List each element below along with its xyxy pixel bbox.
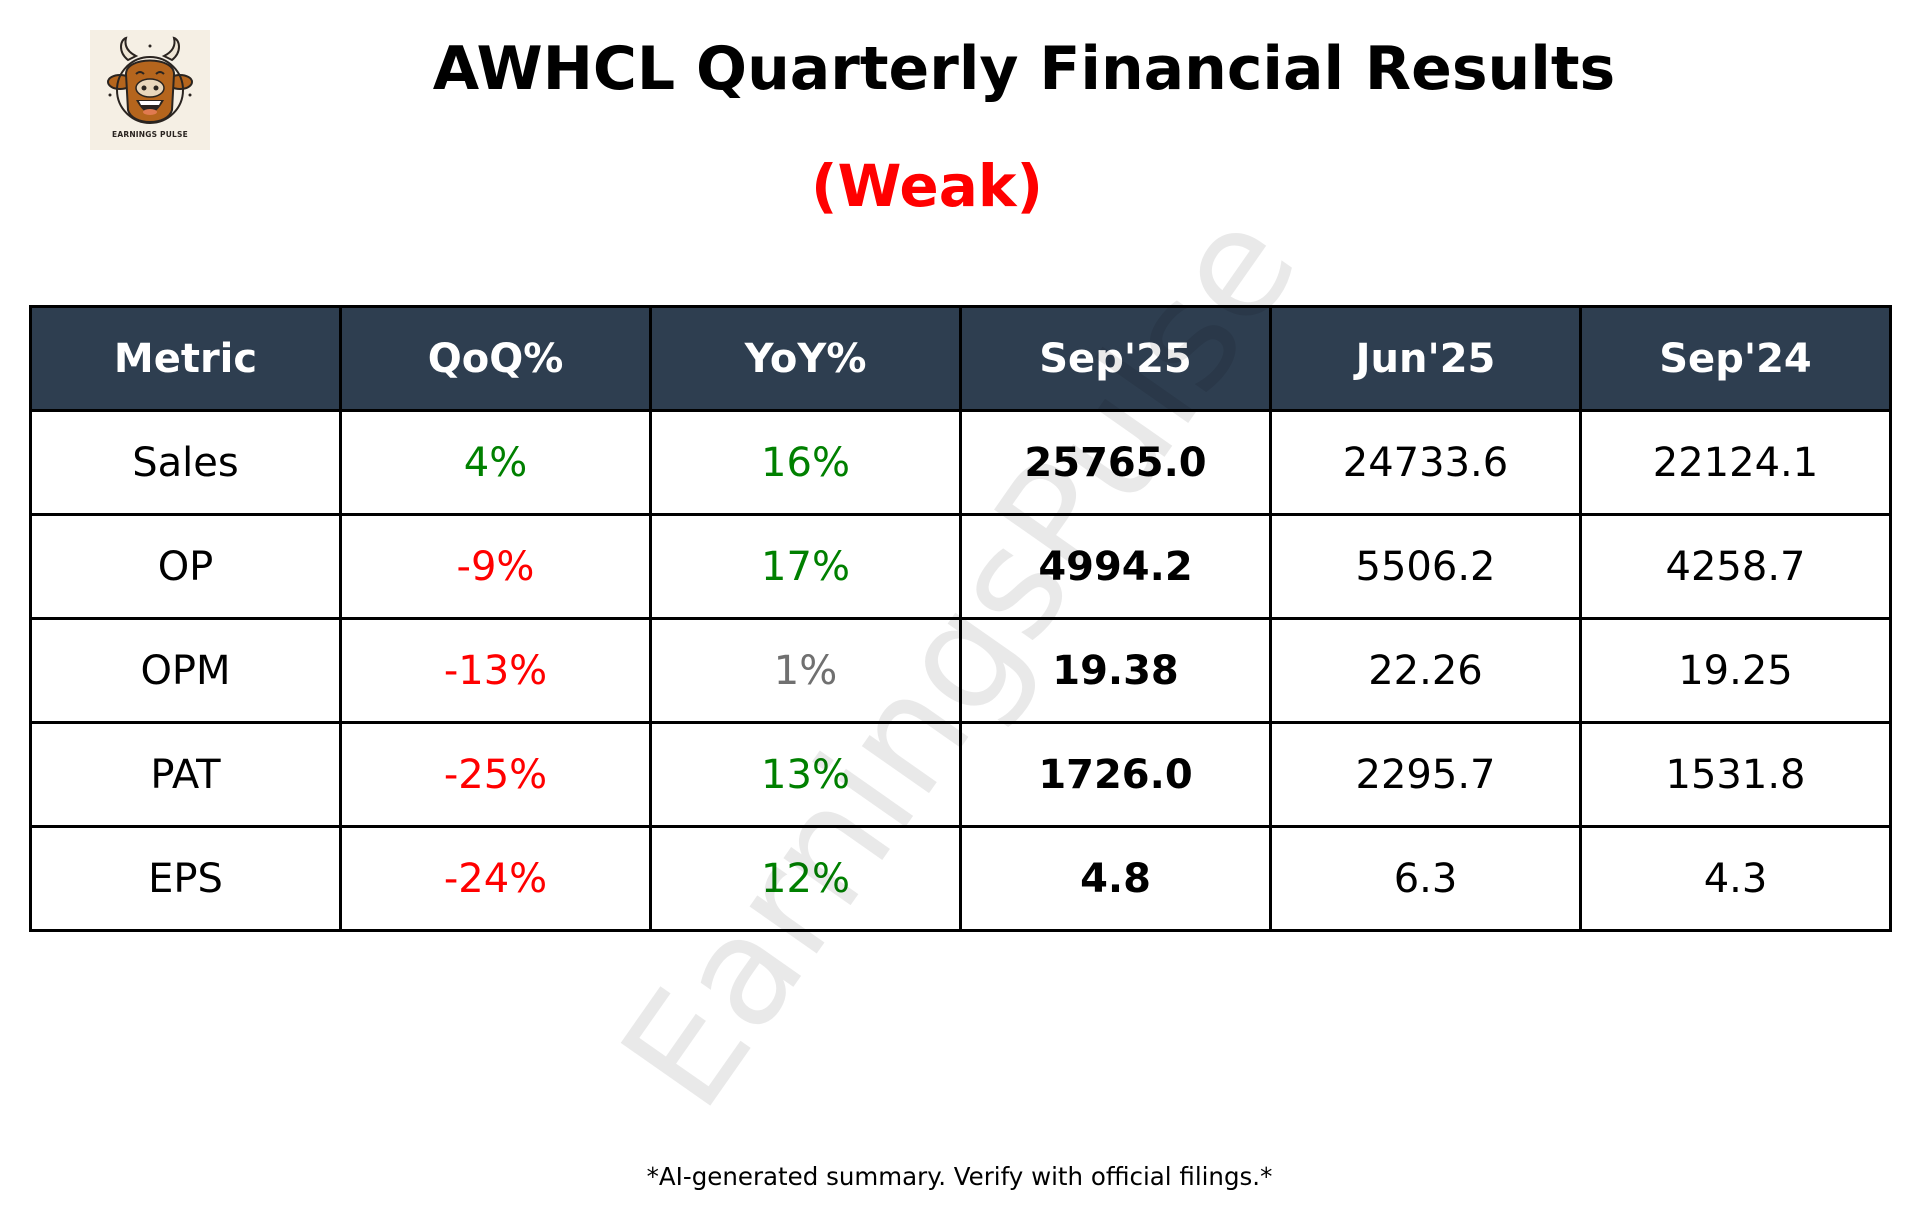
column-header-qoq: QoQ% — [339, 305, 652, 412]
sep25-cell: 4.8 — [959, 825, 1272, 932]
metric-cell: OPM — [29, 617, 342, 724]
sep25-cell: 1726.0 — [959, 721, 1272, 828]
page-title: AWHCL Quarterly Financial Results — [432, 34, 1616, 104]
logo-text: EARNINGS PULSE — [112, 130, 188, 139]
verdict-label: (Weak) — [811, 152, 1043, 220]
sep24-cell: 4258.7 — [1579, 513, 1892, 620]
yoy-cell: 12% — [649, 825, 962, 932]
column-header-sep24: Sep'24 — [1579, 305, 1892, 412]
header-row: Metric QoQ% YoY% Sep'25 Jun'25 Sep'24 — [29, 305, 1892, 412]
sep24-cell: 1531.8 — [1579, 721, 1892, 828]
bull-mascot-icon — [107, 36, 193, 124]
column-header-sep25: Sep'25 — [959, 305, 1272, 412]
qoq-cell: -24% — [339, 825, 652, 932]
sep25-cell: 19.38 — [959, 617, 1272, 724]
table-row: Sales 4% 16% 25765.0 24733.6 22124.1 — [29, 409, 1892, 516]
yoy-cell: 13% — [649, 721, 962, 828]
sep24-cell: 19.25 — [1579, 617, 1892, 724]
metric-cell: OP — [29, 513, 342, 620]
metric-cell: PAT — [29, 721, 342, 828]
qoq-cell: -9% — [339, 513, 652, 620]
table-row: OP -9% 17% 4994.2 5506.2 4258.7 — [29, 513, 1892, 620]
yoy-cell: 17% — [649, 513, 962, 620]
yoy-cell: 1% — [649, 617, 962, 724]
jun25-cell: 5506.2 — [1269, 513, 1582, 620]
sep25-cell: 4994.2 — [959, 513, 1272, 620]
table-row: EPS -24% 12% 4.8 6.3 4.3 — [29, 825, 1892, 932]
metric-cell: Sales — [29, 409, 342, 516]
table-row: OPM -13% 1% 19.38 22.26 19.25 — [29, 617, 1892, 724]
jun25-cell: 22.26 — [1269, 617, 1582, 724]
brand-logo: EARNINGS PULSE — [90, 30, 210, 150]
table-row: PAT -25% 13% 1726.0 2295.7 1531.8 — [29, 721, 1892, 828]
qoq-cell: 4% — [339, 409, 652, 516]
qoq-cell: -25% — [339, 721, 652, 828]
jun25-cell: 6.3 — [1269, 825, 1582, 932]
sep24-cell: 4.3 — [1579, 825, 1892, 932]
column-header-metric: Metric — [29, 305, 342, 412]
jun25-cell: 2295.7 — [1269, 721, 1582, 828]
jun25-cell: 24733.6 — [1269, 409, 1582, 516]
column-header-jun25: Jun'25 — [1269, 305, 1582, 412]
disclaimer-footer: *AI-generated summary. Verify with offic… — [646, 1162, 1273, 1191]
qoq-cell: -13% — [339, 617, 652, 724]
sep24-cell: 22124.1 — [1579, 409, 1892, 516]
column-header-yoy: YoY% — [649, 305, 962, 412]
results-table: Metric QoQ% YoY% Sep'25 Jun'25 Sep'24 Sa… — [29, 305, 1892, 932]
metric-cell: EPS — [29, 825, 342, 932]
sep25-cell: 25765.0 — [959, 409, 1272, 516]
yoy-cell: 16% — [649, 409, 962, 516]
